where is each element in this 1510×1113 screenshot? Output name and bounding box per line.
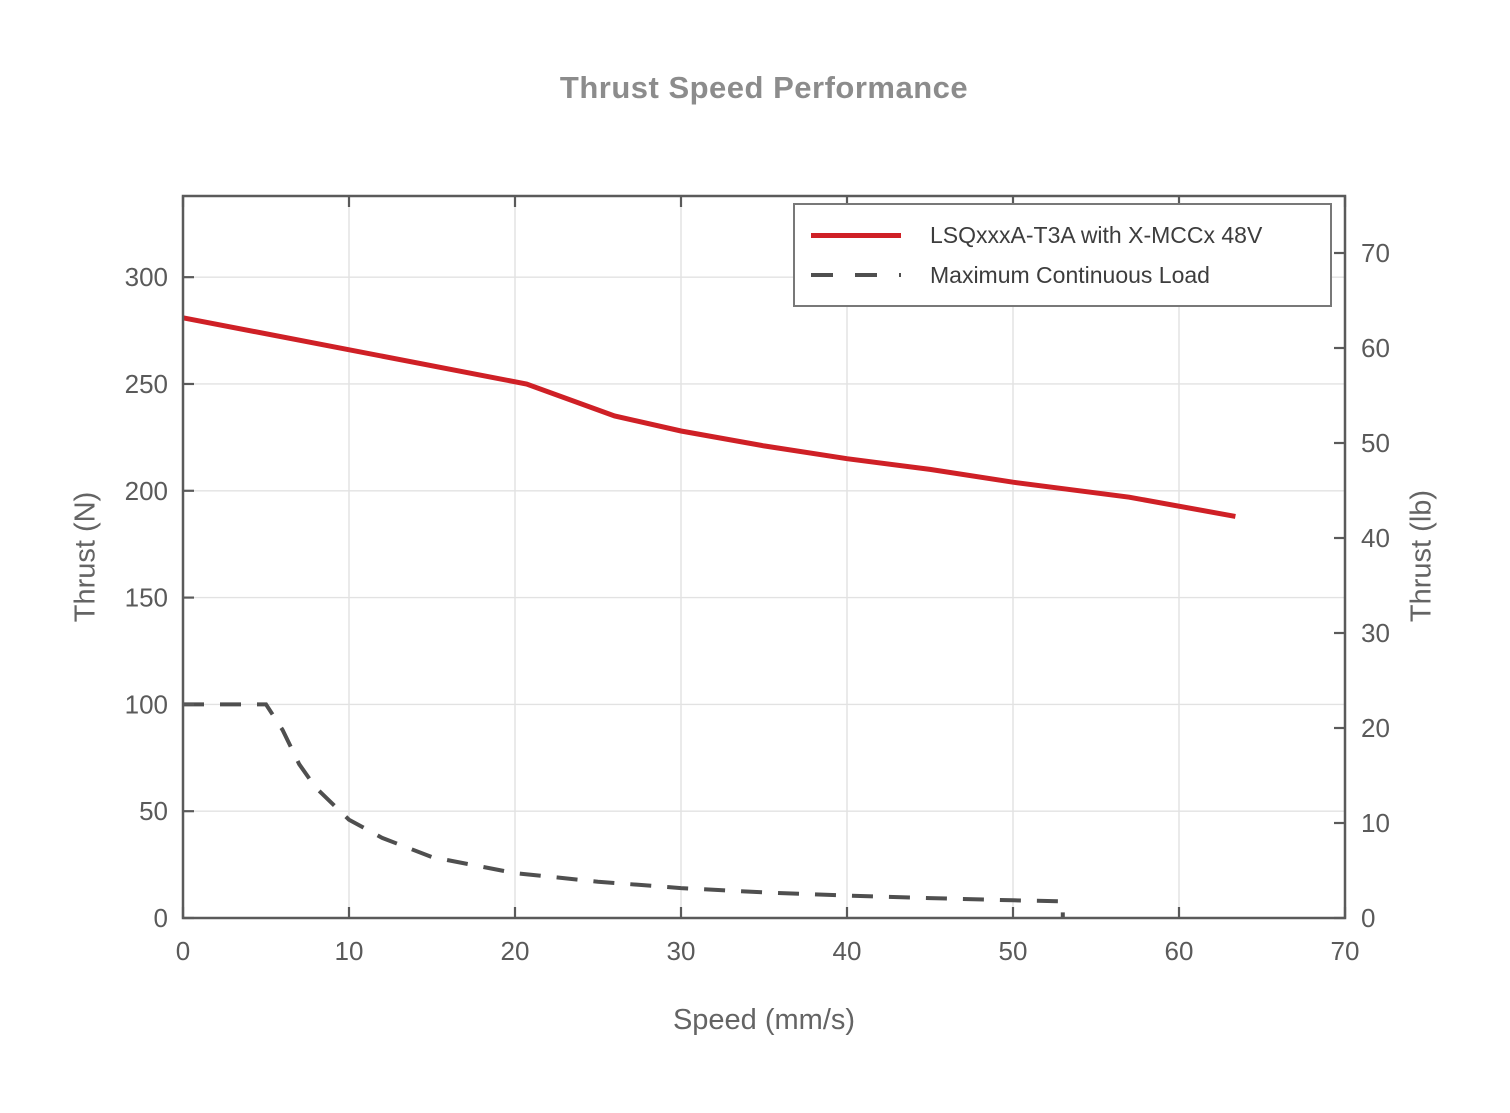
plot-border	[181, 194, 1347, 920]
y-tick-label-right: 50	[1361, 428, 1390, 458]
y-tick-label-left: 0	[154, 903, 168, 933]
y-axis-label-right: Thrust (lb)	[1405, 489, 1438, 623]
y-tick-label-left: 150	[125, 583, 168, 613]
y-tick-label-right: 40	[1361, 523, 1390, 553]
x-tick-label: 50	[999, 936, 1028, 966]
y-tick-label-left: 200	[125, 476, 168, 506]
y-tick-label-left: 250	[125, 369, 168, 399]
x-tick-label: 0	[176, 936, 190, 966]
x-tick-label: 30	[667, 936, 696, 966]
y-tick-label-right: 30	[1361, 618, 1390, 648]
y-tick-label-left: 300	[125, 262, 168, 292]
y-tick-label-right: 60	[1361, 333, 1390, 363]
x-tick-label: 40	[833, 936, 862, 966]
y-tick-label-right: 70	[1361, 238, 1390, 268]
y-tick-label-left: 50	[139, 796, 168, 826]
x-tick-label: 10	[335, 936, 364, 966]
legend-label-max-continuous-load: Maximum Continuous Load	[930, 261, 1210, 288]
legend-line-solid-icon	[811, 232, 901, 238]
legend-label-performance: LSQxxxA-T3A with X-MCCx 48V	[930, 221, 1263, 248]
legend-line-dashed-icon	[811, 273, 901, 277]
x-tick-label: 60	[1165, 936, 1194, 966]
y-tick-label-right: 0	[1361, 903, 1375, 933]
legend-item-performance: LSQxxxA-T3A with X-MCCx 48V	[795, 215, 1330, 255]
x-axis-label: Speed (mm/s)	[672, 1004, 856, 1036]
chart-legend: LSQxxxA-T3A with X-MCCx 48V Maximum Cont…	[793, 203, 1332, 307]
legend-item-max-continuous-load: Maximum Continuous Load	[795, 255, 1330, 295]
y-tick-label-right: 20	[1361, 713, 1390, 743]
y-tick-label-right: 10	[1361, 808, 1390, 838]
series-line-0	[182, 315, 1236, 519]
x-tick-label: 70	[1331, 936, 1360, 966]
chart-title: Thrust Speed Performance	[559, 70, 969, 105]
y-axis-label-left: Thrust (N)	[69, 491, 102, 623]
y-tick-label-left: 100	[125, 689, 168, 719]
x-tick-label: 20	[501, 936, 530, 966]
